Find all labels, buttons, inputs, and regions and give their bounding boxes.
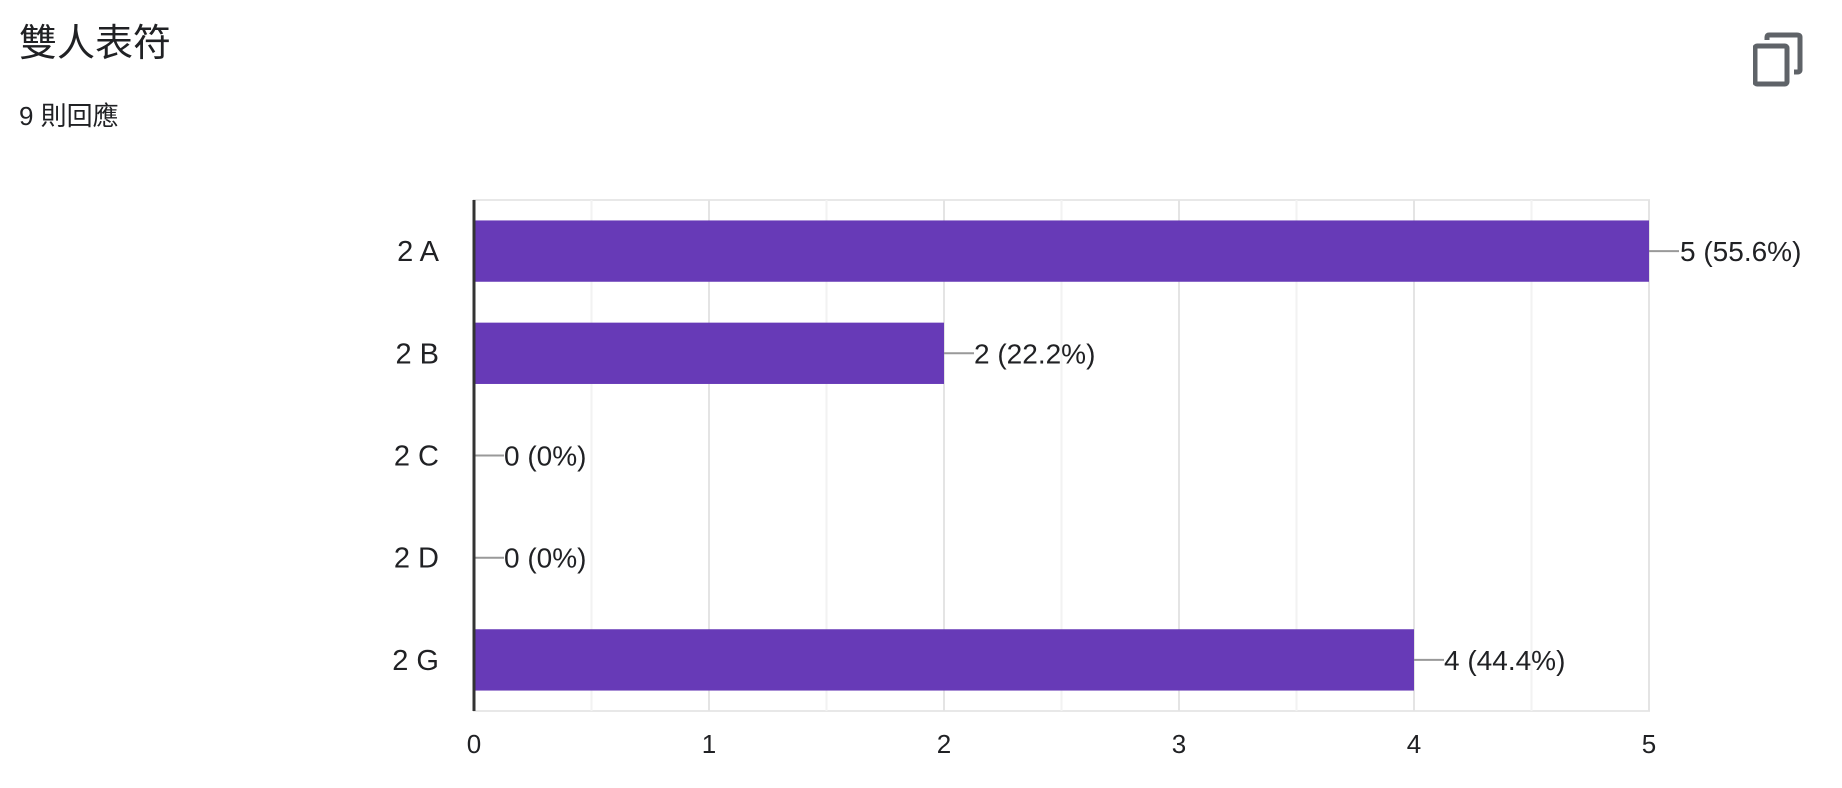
value-label: 4 (44.4%) (1444, 645, 1565, 676)
category-label: 2 A (397, 236, 440, 268)
category-label: 2 B (395, 338, 439, 370)
x-tick-label: 5 (1642, 729, 1656, 759)
value-label: 0 (0%) (504, 543, 586, 574)
category-label: 2 C (394, 441, 439, 473)
bar-chart: 0 1 2 3 4 5 2 A 5 (55.6%) 2 B 2 (22.2%) 2 C 0 (0%) 2… (392, 199, 1801, 759)
bar (474, 220, 1649, 282)
value-label: 2 (22.2%) (974, 338, 1095, 369)
value-label: 5 (55.6%) (1680, 236, 1801, 267)
value-label: 0 (0%) (504, 441, 586, 472)
question-header: 雙人表符 9 則回應 (0, 0, 1842, 150)
chart-area: 0 1 2 3 4 5 2 A 5 (55.6%) 2 B 2 (22.2%) 2 C 0 (0%) 2… (0, 150, 1842, 783)
category-label: 2 G (392, 645, 439, 677)
x-tick-label: 0 (467, 729, 481, 759)
category-label: 2 D (394, 543, 439, 575)
response-count: 9 則回應 (19, 101, 119, 131)
bar (474, 322, 944, 384)
bar (474, 629, 1414, 691)
x-tick-label: 4 (1407, 729, 1421, 759)
copy-icon (1753, 32, 1803, 87)
x-tick-label: 3 (1172, 729, 1186, 759)
x-tick-label: 1 (702, 729, 716, 759)
x-tick-label: 2 (937, 729, 951, 759)
copy-chart-button[interactable] (1742, 24, 1814, 96)
question-title: 雙人表符 (19, 23, 172, 65)
